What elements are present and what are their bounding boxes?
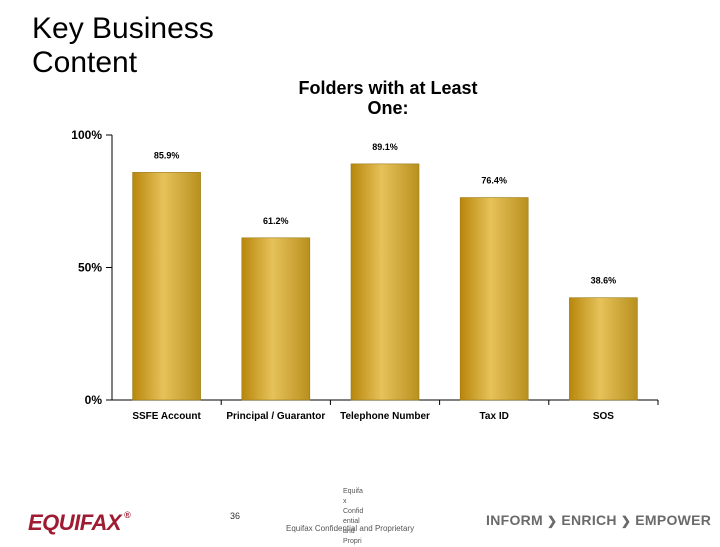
- confidential-fragment: x: [343, 498, 347, 505]
- equifax-logo: EQUIFAX ®: [28, 510, 131, 536]
- data-label: 61.2%: [263, 216, 289, 226]
- logo-text: EQUIFAX: [28, 510, 122, 535]
- chart-title-line-2: One:: [367, 98, 409, 118]
- confidential-line: Equifax Confidential and Proprietary: [286, 524, 415, 533]
- confidential-fragment: Confid: [343, 508, 364, 515]
- x-tick-label: SSFE Account: [132, 411, 201, 422]
- y-tick-label: 50%: [78, 261, 102, 275]
- registered-mark: ®: [124, 510, 131, 520]
- bar: [459, 197, 529, 401]
- x-tick-label: Tax ID: [480, 411, 509, 422]
- confidential-fragment: Propri: [343, 538, 362, 545]
- data-label: 85.9%: [154, 150, 180, 160]
- tagline-word: EMPOWER: [635, 512, 712, 528]
- bar: [241, 237, 311, 401]
- page-number: 36: [230, 511, 241, 521]
- confidential-fragment: ential: [343, 518, 360, 525]
- chevron-right-icon: ❯: [620, 514, 632, 528]
- x-tick-label: Telephone Number: [340, 411, 430, 422]
- slide-title-line-2: Content: [32, 46, 138, 79]
- tagline-word: ENRICH: [561, 512, 617, 528]
- chart-title: Folders with at Least One:: [270, 78, 506, 118]
- bar: [569, 297, 638, 401]
- data-label: 38.6%: [591, 276, 617, 286]
- tagline: INFORM ❯ ENRICH ❯ EMPOWER: [486, 512, 711, 528]
- data-label: 89.1%: [372, 142, 398, 152]
- tagline-word: INFORM: [486, 512, 544, 528]
- confidential-fragment: and: [343, 528, 355, 535]
- bar: [350, 163, 420, 401]
- y-tick-label: 100%: [71, 128, 102, 142]
- slide-title: Key Business Content: [32, 12, 214, 80]
- data-label: 76.4%: [481, 176, 507, 186]
- x-tick-label: SOS: [593, 411, 614, 422]
- chevron-right-icon: ❯: [547, 514, 558, 528]
- x-tick-label: Principal / Guarantor: [226, 411, 325, 422]
- y-tick-label: 0%: [85, 393, 103, 407]
- chart-title-line-1: Folders with at Least: [298, 78, 478, 98]
- confidential-stack: Equifa x Confid ential and Propri: [343, 487, 373, 547]
- confidential-fragment: Equifa: [343, 488, 363, 495]
- bar: [132, 172, 201, 401]
- slide-title-line-1: Key Business: [32, 12, 214, 45]
